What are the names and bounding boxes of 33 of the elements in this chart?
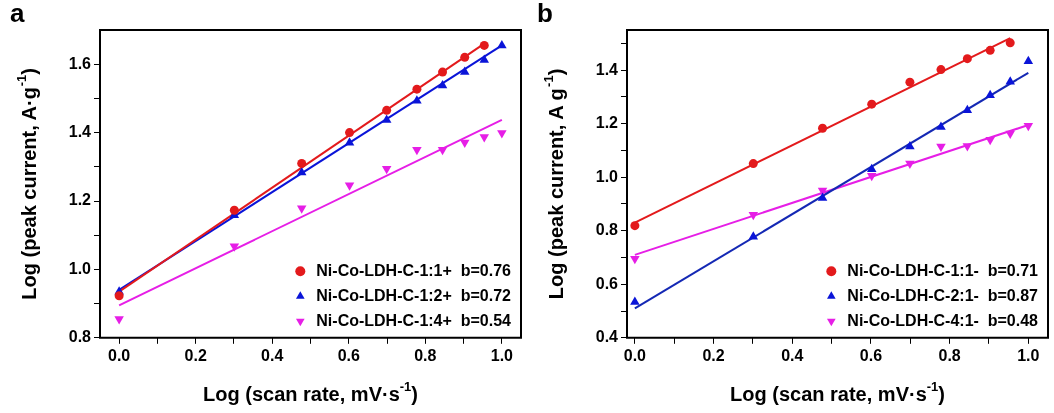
legend-label: Ni-Co-LDH-C-4:1- b=0.48 bbox=[847, 311, 1039, 329]
y-axis-title: Log (peak current, A g-1) bbox=[540, 68, 567, 300]
legend-label: Ni-Co-LDH-C-1:2+ b=0.72 bbox=[316, 286, 512, 304]
y-tick-label: 0.8 bbox=[595, 221, 619, 239]
legend-label: Ni-Co-LDH-C-1:4+ b=0.54 bbox=[316, 311, 512, 329]
legend-label: Ni-Co-LDH-C-1:1+ b=0.76 bbox=[316, 261, 512, 279]
legend-label: Ni-Co-LDH-C-1:1- b=0.71 bbox=[847, 261, 1039, 279]
y-tick-label: 0.4 bbox=[595, 328, 619, 346]
x-tick-label: 0.6 bbox=[859, 346, 883, 364]
y-tick-label: 1.4 bbox=[68, 123, 92, 141]
x-tick-label: 0.8 bbox=[414, 346, 437, 364]
x-tick-label: 0.6 bbox=[337, 346, 360, 364]
y-tick-label: 1.2 bbox=[68, 191, 92, 209]
y-tick-label: 1.4 bbox=[595, 60, 619, 78]
y-tick-label: 0.6 bbox=[595, 274, 619, 292]
x-tick-label: 0.8 bbox=[938, 346, 961, 364]
legend-label: Ni-Co-LDH-C-2:1- b=0.87 bbox=[847, 286, 1039, 304]
x-tick-label: 0.4 bbox=[781, 346, 804, 364]
y-axis-title: Log (peak current, A·g-1) bbox=[13, 68, 40, 300]
y-tick-label: 1.0 bbox=[68, 259, 92, 277]
y-tick-label: 1.0 bbox=[595, 167, 619, 185]
x-tick-label: 0.4 bbox=[261, 346, 284, 364]
x-tick-label: 1.0 bbox=[1017, 346, 1040, 364]
x-tick-label: 0.0 bbox=[108, 346, 131, 364]
x-tick-label: 0.2 bbox=[184, 346, 207, 364]
y-tick-label: 1.6 bbox=[68, 54, 92, 72]
y-tick-label: 0.8 bbox=[68, 328, 92, 346]
chart-title: a bbox=[10, 0, 25, 29]
x-tick-label: 0.0 bbox=[623, 346, 647, 364]
x-tick-label: 0.2 bbox=[702, 346, 725, 364]
y-tick-label: 1.2 bbox=[595, 114, 619, 132]
x-tick-label: 1.0 bbox=[490, 346, 514, 364]
chart-title: b bbox=[537, 0, 553, 29]
